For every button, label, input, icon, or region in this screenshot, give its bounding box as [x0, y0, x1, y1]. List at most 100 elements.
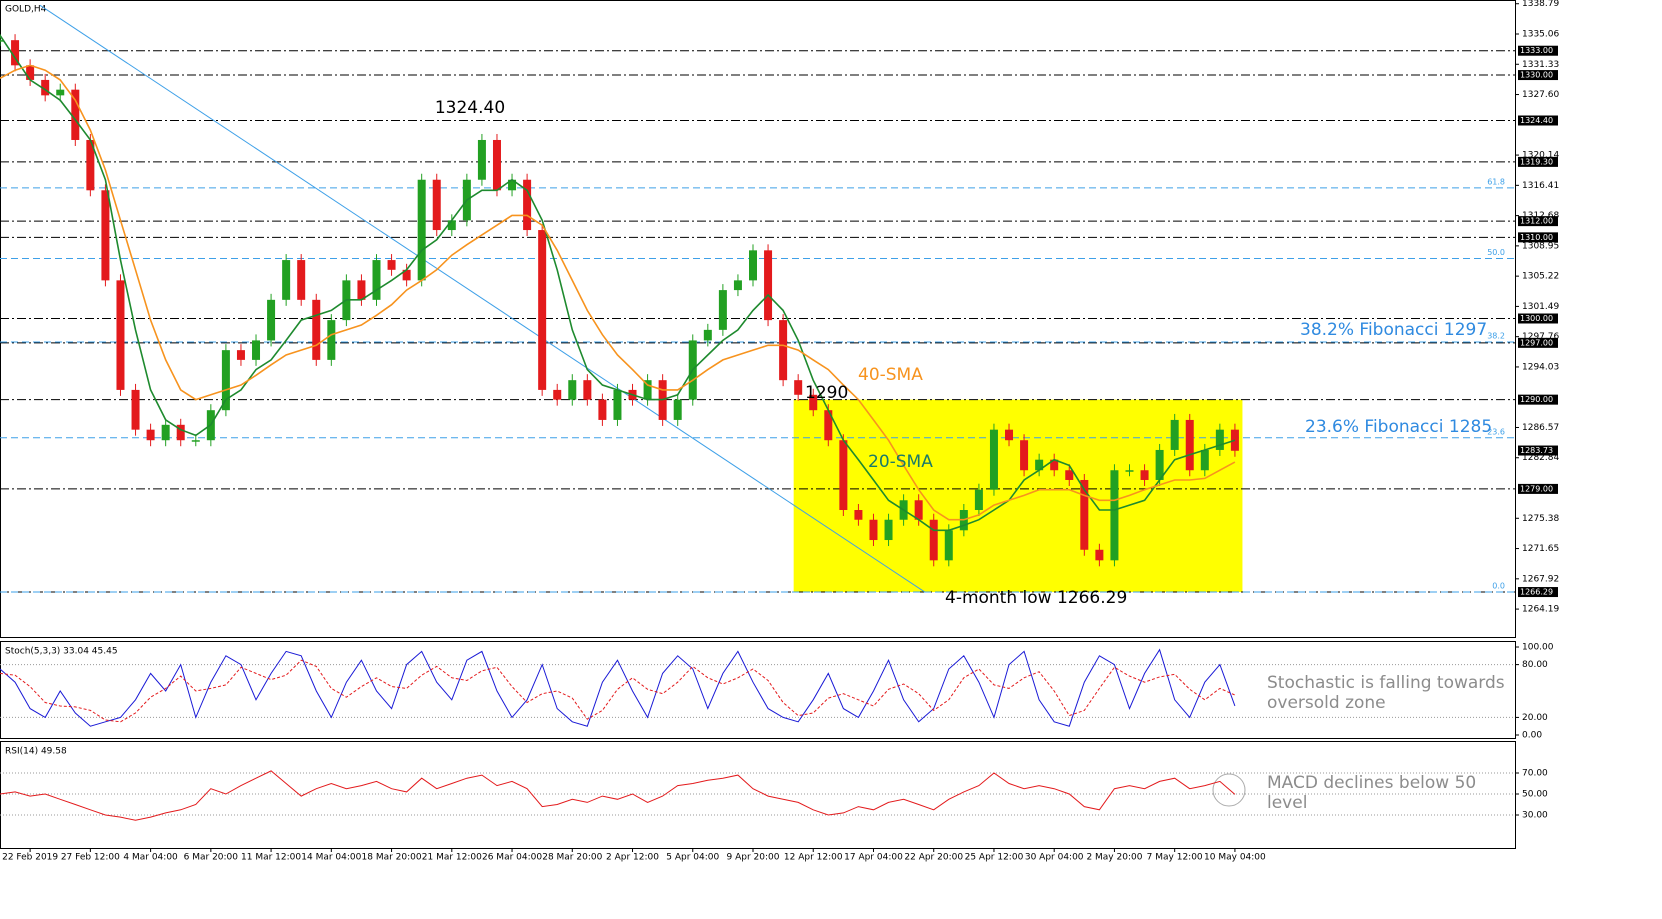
candle — [357, 280, 366, 300]
candle — [929, 519, 938, 561]
level-box — [1518, 232, 1558, 243]
candle — [131, 389, 140, 430]
candle — [1155, 449, 1164, 480]
series-line — [0, 648, 1236, 727]
level-label: 1279.00 — [1520, 484, 1553, 493]
x-tick-label: 5 Apr 04:00 — [666, 853, 719, 863]
x-tick-label: 10 May 04:00 — [1204, 853, 1266, 863]
level-box — [1518, 337, 1558, 348]
highlight-box — [793, 399, 1243, 593]
candle — [26, 65, 35, 80]
x-tick-label: 27 Feb 12:00 — [61, 853, 120, 863]
panel-title: Stoch(5,3,3) 33.04 45.45 — [5, 647, 118, 657]
x-tick-label: 6 Mar 20:00 — [184, 853, 239, 863]
x-tick-label: 2 May 20:00 — [1086, 853, 1142, 863]
candle — [176, 424, 185, 441]
x-tick-label: 28 Mar 20:00 — [542, 853, 602, 863]
candle — [267, 299, 276, 341]
candle — [282, 260, 291, 300]
candle — [1170, 419, 1179, 450]
y-tick-label: 1312.68 — [1522, 211, 1559, 221]
candle — [718, 290, 727, 330]
level-label: 1330.00 — [1520, 71, 1553, 80]
candle — [236, 350, 245, 360]
level-label: 1333.00 — [1520, 46, 1553, 55]
level-label: 1324.40 — [1520, 116, 1553, 125]
annotation: 1290 — [805, 383, 848, 403]
rsi-panel — [0, 741, 1516, 849]
candle — [1020, 440, 1029, 471]
y-tick-label: 1297.76 — [1522, 332, 1559, 342]
candle — [477, 139, 486, 180]
fib-label: 23.6 — [1487, 427, 1505, 436]
y-tick-label: 50.00 — [1522, 790, 1548, 800]
candle — [41, 79, 50, 96]
candle — [824, 410, 833, 441]
level-box — [1518, 115, 1558, 126]
candle — [839, 440, 848, 511]
stoch-panel — [0, 641, 1516, 739]
candle — [1230, 429, 1239, 451]
candle — [1125, 470, 1134, 472]
candle — [1050, 459, 1059, 471]
candle — [221, 350, 230, 411]
candle — [914, 500, 923, 520]
candle — [854, 510, 863, 520]
candle — [989, 429, 998, 490]
candle — [372, 260, 381, 300]
y-tick-label: 1327.60 — [1522, 90, 1559, 100]
y-tick-label: 1294.03 — [1522, 362, 1559, 372]
level-box — [1518, 313, 1558, 324]
candle — [643, 380, 652, 400]
candle — [733, 280, 742, 291]
candle — [191, 440, 200, 442]
candle — [583, 380, 592, 400]
fib-label: 61.8 — [1487, 177, 1505, 186]
x-tick-label: 26 Mar 04:00 — [482, 853, 542, 863]
candle — [252, 340, 261, 360]
level-box — [1518, 483, 1558, 494]
x-tick-label: 7 May 12:00 — [1147, 853, 1203, 863]
x-tick-label: 4 Mar 04:00 — [123, 853, 178, 863]
candle — [297, 260, 306, 300]
level-label: 1266.29 — [1520, 588, 1553, 597]
candle — [1005, 429, 1014, 441]
last-price-label: 1283.73 — [1520, 446, 1553, 455]
candle — [703, 329, 712, 341]
candle — [598, 399, 607, 420]
candle — [673, 399, 682, 420]
annotation: 20-SMA — [868, 452, 933, 472]
series-line — [0, 34, 1236, 532]
y-tick-label: 1320.14 — [1522, 151, 1559, 161]
candle — [1215, 429, 1224, 450]
x-tick-label: 22 Apr 20:00 — [904, 853, 963, 863]
y-tick-label: 70.00 — [1522, 768, 1548, 778]
candle — [56, 89, 65, 96]
candle — [71, 89, 80, 140]
candle — [447, 220, 456, 231]
candle — [523, 179, 532, 231]
candle — [1200, 449, 1209, 471]
panel-title: RSI(14) 49.58 — [5, 747, 67, 757]
y-tick-label: 80.00 — [1522, 660, 1548, 670]
y-tick-label: 30.00 — [1522, 811, 1548, 821]
panel-note: oversold zone — [1267, 693, 1386, 713]
annotation: 1324.40 — [435, 98, 505, 118]
y-tick-label: 1267.92 — [1522, 574, 1559, 584]
candle — [538, 230, 547, 390]
candle — [387, 260, 396, 270]
level-label: 1297.00 — [1520, 338, 1553, 347]
x-tick-label: 11 Mar 12:00 — [241, 853, 301, 863]
candle — [779, 320, 788, 381]
x-tick-label: 17 Apr 04:00 — [844, 853, 903, 863]
level-box — [1518, 156, 1558, 167]
level-box — [1518, 70, 1558, 81]
fib-label: 50.0 — [1487, 248, 1505, 257]
candle — [884, 519, 893, 541]
level-label: 1290.00 — [1520, 395, 1553, 404]
candle — [402, 269, 411, 281]
candle — [0, 40, 4, 42]
panel-note: MACD declines below 50 — [1267, 773, 1476, 793]
level-box — [1518, 587, 1558, 598]
y-tick-label: 1264.19 — [1522, 605, 1559, 615]
